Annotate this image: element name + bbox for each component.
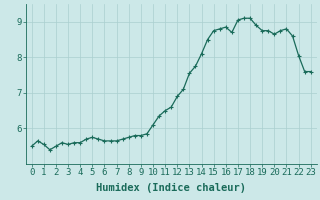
X-axis label: Humidex (Indice chaleur): Humidex (Indice chaleur)	[96, 183, 246, 193]
